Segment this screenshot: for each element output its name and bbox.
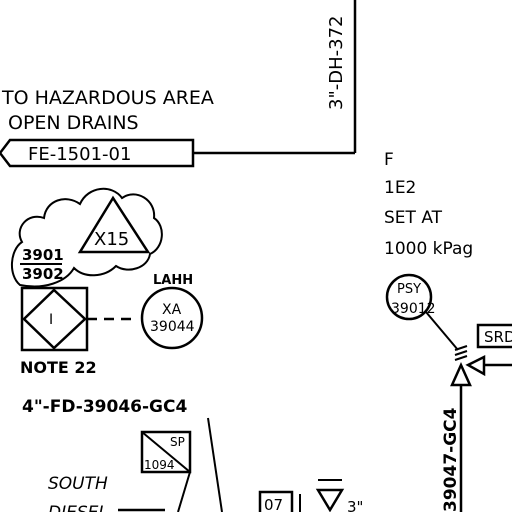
cloud-number-1: 3901 xyxy=(22,246,64,264)
psv-bubble xyxy=(385,273,433,321)
psv-note-line3: SET AT xyxy=(384,208,443,228)
spring-icon xyxy=(454,345,468,361)
sp-box-bottom: 1094 xyxy=(144,458,175,472)
fd-leader-line xyxy=(207,417,223,512)
relief-valve-body-icon xyxy=(450,361,472,387)
bottom-box-label: 07 xyxy=(264,496,283,512)
alarm-label: LAHH xyxy=(153,273,193,288)
relief-valve-outlet-icon xyxy=(465,354,486,377)
psv-note-line4: 1000 kPag xyxy=(384,239,473,259)
revision-delta-label: X15 xyxy=(94,229,129,250)
srd-box-label: SRD xyxy=(484,328,512,346)
alarm-tag-top: XA xyxy=(162,302,182,318)
alarm-bubble xyxy=(140,286,204,350)
interlock-symbol: I xyxy=(49,312,53,328)
destination-line1: TO HAZARDOUS AREA xyxy=(1,87,214,109)
psv-leader-line xyxy=(425,311,459,351)
alarm-tag-bottom: 39044 xyxy=(150,319,195,335)
sp-box xyxy=(140,430,192,474)
offpage-connector-tag: FE-1501-01 xyxy=(28,144,131,165)
revision-cloud xyxy=(11,188,163,288)
cloud-number-2: 3902 xyxy=(22,265,64,283)
pipe-label-vertical-top: 3"-DH-372 xyxy=(326,16,347,110)
revision-delta-triangle xyxy=(77,195,151,254)
sp-box-top: SP xyxy=(170,435,185,449)
sp-leader-line xyxy=(177,471,191,512)
psv-note-line2: 1E2 xyxy=(384,178,416,198)
srd-box xyxy=(476,323,512,349)
offpage-connector xyxy=(0,138,195,168)
sp-box-diagonal xyxy=(141,431,191,473)
interlock-note: NOTE 22 xyxy=(20,358,97,377)
destination-line2: OPEN DRAINS xyxy=(8,112,139,134)
pipe-label-vertical-right: 39047-GC4 xyxy=(441,407,461,512)
psv-note-line1: F xyxy=(384,150,394,170)
psv-tag-bottom: 39012 xyxy=(391,301,436,317)
interlock-box xyxy=(20,286,89,352)
bottom-pipe-size: 3" xyxy=(347,498,363,512)
interlock-diamond xyxy=(22,288,87,350)
psv-tag-top: PSY xyxy=(397,282,421,297)
pipe-label-fd: 4"-FD-39046-GC4 xyxy=(22,397,187,417)
south-label-line1: SOUTH xyxy=(48,474,108,494)
south-label-line2: DIESEL xyxy=(48,503,108,512)
bottom-valve-icon xyxy=(315,488,345,512)
bottom-box xyxy=(258,490,294,512)
